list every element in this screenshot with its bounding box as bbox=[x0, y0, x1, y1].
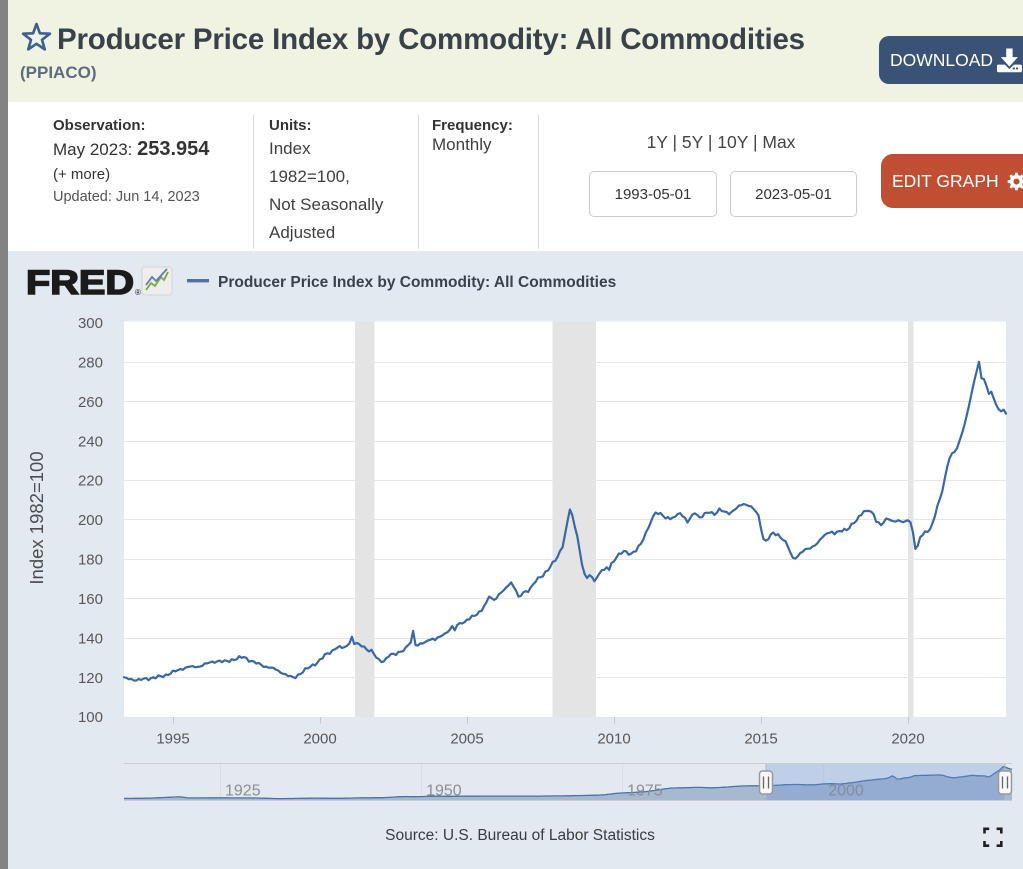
svg-text:2020: 2020 bbox=[891, 731, 924, 748]
svg-text:140: 140 bbox=[78, 630, 103, 647]
svg-text:Index 1982=100: Index 1982=100 bbox=[26, 451, 47, 584]
svg-text:220: 220 bbox=[78, 473, 103, 490]
svg-text:200: 200 bbox=[78, 512, 103, 529]
svg-text:1950: 1950 bbox=[426, 783, 462, 800]
svg-text:100: 100 bbox=[78, 709, 103, 726]
svg-text:Producer Price Index by Commod: Producer Price Index by Commodity: All C… bbox=[218, 274, 616, 291]
svg-text:2005: 2005 bbox=[450, 731, 483, 748]
svg-text:2010: 2010 bbox=[597, 731, 630, 748]
svg-text:Source: U.S. Bureau of Labor S: Source: U.S. Bureau of Labor Statistics bbox=[385, 827, 655, 844]
svg-text:2000: 2000 bbox=[303, 731, 336, 748]
svg-text:1995: 1995 bbox=[156, 731, 189, 748]
svg-text:300: 300 bbox=[78, 315, 103, 332]
svg-text:240: 240 bbox=[78, 433, 103, 450]
svg-text:280: 280 bbox=[78, 355, 103, 372]
svg-text:180: 180 bbox=[78, 552, 103, 569]
svg-text:160: 160 bbox=[78, 591, 103, 608]
svg-text:FRED: FRED bbox=[26, 264, 134, 302]
svg-text:1975: 1975 bbox=[627, 783, 663, 800]
svg-text:2015: 2015 bbox=[744, 731, 777, 748]
svg-text:1925: 1925 bbox=[225, 783, 261, 800]
svg-text:2000: 2000 bbox=[828, 783, 864, 800]
svg-text:®: ® bbox=[135, 288, 141, 297]
svg-text:120: 120 bbox=[78, 670, 103, 687]
svg-text:260: 260 bbox=[78, 394, 103, 411]
